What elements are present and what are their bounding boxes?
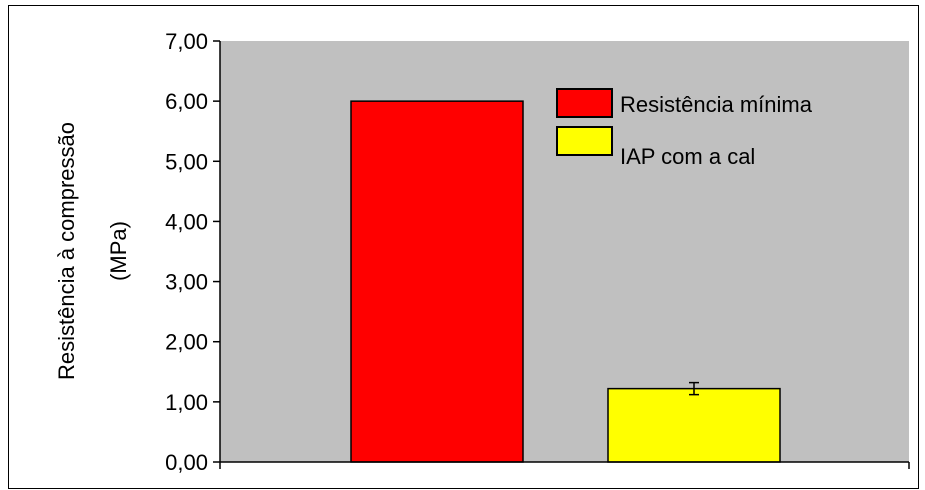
legend-swatch-resistencia-minima — [556, 88, 613, 118]
bar-iap-com-a-cal — [607, 387, 781, 463]
legend-swatch-iap-com-a-cal — [556, 126, 613, 156]
y-axis-label-line1: Resistência à compressão — [54, 122, 79, 380]
legend: Resistência mínima IAP com a cal — [556, 88, 813, 169]
y-tick-label: 3,00 — [165, 270, 208, 295]
y-tick-label: 1,00 — [165, 390, 208, 415]
y-axis: 0,00 1,00 2,00 3,00 4,00 5,00 6,00 7,00 — [165, 29, 221, 475]
x-axis — [219, 461, 910, 469]
bar-resistencia-minima — [350, 100, 524, 463]
bars-group — [350, 100, 781, 463]
y-tick-label: 6,00 — [165, 89, 208, 114]
y-tick-label: 2,00 — [165, 330, 208, 355]
y-axis-label-line2: (MPa) — [106, 221, 131, 281]
y-tick-label: 4,00 — [165, 209, 208, 234]
y-tick-label: 5,00 — [165, 149, 208, 174]
y-tick-label: 7,00 — [165, 29, 208, 54]
legend-label-resistencia-minima: Resistência mínima — [620, 92, 813, 117]
legend-label-iap-com-a-cal: IAP com a cal — [620, 144, 755, 169]
y-tick-label: 0,00 — [165, 450, 208, 475]
